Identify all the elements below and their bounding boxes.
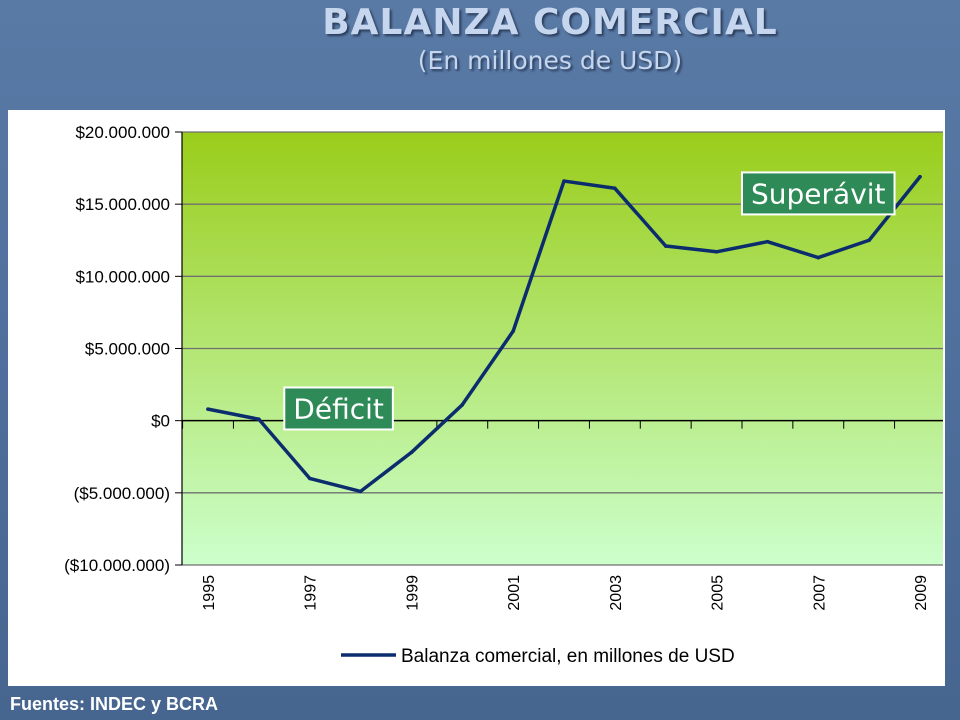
x-tick-label: 2007: [811, 575, 828, 611]
y-tick-label: $5.000.000: [85, 340, 170, 359]
x-tick-label: 1997: [303, 575, 320, 611]
y-tick-label: ($10.000.000): [64, 556, 170, 575]
data-point: [307, 476, 312, 481]
y-tick-label: ($5.000.000): [74, 484, 170, 503]
data-point: [867, 238, 871, 243]
chart-panel: $20.000.000 $15.000.000 $10.000.000 $5.000.…: [8, 110, 945, 686]
x-tick-label: 1999: [404, 575, 421, 611]
y-tick-label: $10.000.000: [75, 267, 170, 286]
line-chart: $20.000.000 $15.000.000 $10.000.000 $5.000.…: [64, 123, 943, 667]
x-tick-label: 2001: [506, 575, 523, 611]
y-tick-label: $15.000.000: [75, 195, 170, 214]
data-point: [206, 407, 210, 411]
y-tick-label: $0: [151, 412, 170, 431]
page-title: BALANZA COMERCIAL: [322, 2, 778, 43]
data-point: [257, 417, 261, 422]
page-subtitle: (En millones de USD): [417, 46, 683, 75]
x-tick-label: 2003: [608, 575, 625, 611]
x-tick-label: 2009: [913, 575, 930, 611]
data-point: [409, 450, 414, 455]
annotation-box: Superávit: [741, 171, 896, 216]
annotation-box: Déficit: [283, 386, 394, 431]
data-point: [562, 179, 566, 183]
data-point: [816, 255, 821, 260]
source-note: Fuentes: INDEC y BCRA: [10, 694, 219, 714]
data-point: [460, 402, 465, 407]
data-point: [663, 244, 668, 248]
data-point: [511, 329, 515, 333]
y-tick-label: $20.000.000: [75, 123, 170, 142]
x-tick-label: 1995: [201, 575, 218, 611]
data-point: [714, 249, 719, 254]
x-tick-label: 2005: [710, 575, 727, 611]
legend-label: Balanza comercial, en millones de USD: [401, 646, 735, 667]
annotation-label: Déficit: [293, 392, 384, 425]
annotation-label: Superávit: [751, 177, 886, 210]
data-point: [358, 489, 363, 494]
data-point: [765, 239, 770, 244]
data-point: [613, 186, 617, 191]
data-point: [918, 174, 922, 179]
